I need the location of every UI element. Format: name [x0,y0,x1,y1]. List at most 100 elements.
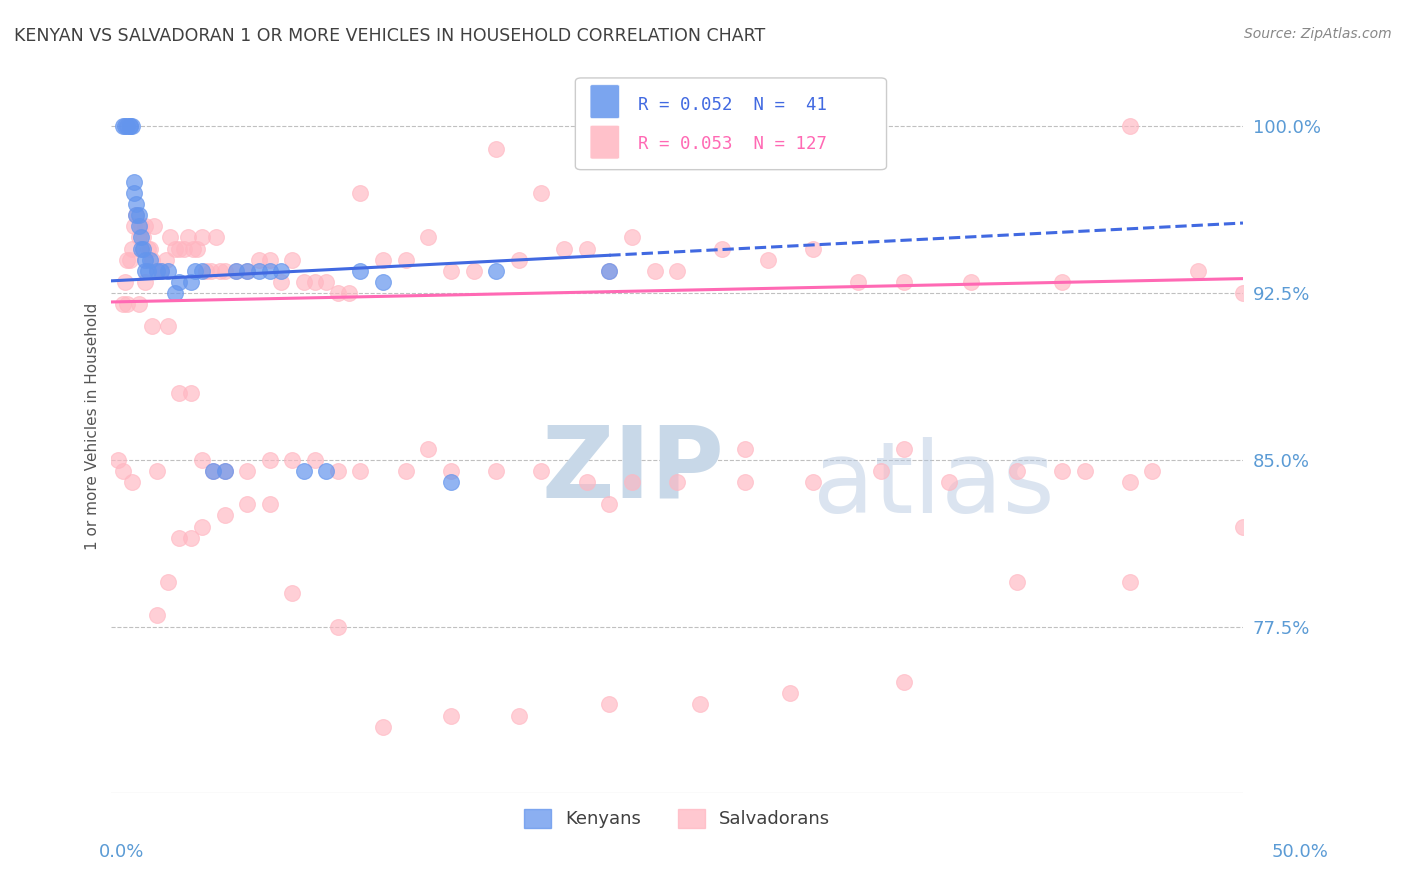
Point [644,264,666,278]
Point [191,519,214,533]
Point [371,720,394,734]
Point [121,475,143,489]
Point [202,464,225,478]
Point [1187,264,1209,278]
Point [125,197,148,211]
Point [141,319,163,334]
Point [163,242,186,256]
Point [134,275,156,289]
Point [598,264,620,278]
Point [689,698,711,712]
Point [304,275,326,289]
Point [214,508,236,523]
Point [134,252,156,267]
Point [145,464,167,478]
Point [247,264,270,278]
Point [121,120,143,134]
Point [200,264,222,278]
Point [191,230,214,244]
Point [259,252,281,267]
Point [315,275,337,289]
Point [508,708,530,723]
FancyBboxPatch shape [575,78,887,169]
Point [122,186,145,200]
Point [530,186,553,200]
Point [143,219,166,234]
Point [111,464,134,478]
Point [195,264,218,278]
Point [1050,464,1073,478]
Point [1119,120,1142,134]
Point [114,275,136,289]
Point [893,675,915,690]
Point [132,230,155,244]
Point [801,242,824,256]
FancyBboxPatch shape [591,85,620,119]
Point [734,442,756,456]
Point [107,453,129,467]
Point [259,264,281,278]
Point [145,608,167,623]
Point [440,708,463,723]
Text: 0.0%: 0.0% [98,843,143,861]
Point [236,264,259,278]
Point [191,453,214,467]
Point [236,264,259,278]
Point [180,531,202,545]
Point [118,252,141,267]
Point [711,242,734,256]
Point [1073,464,1095,478]
Point [150,264,173,278]
Point [128,208,150,222]
Point [259,453,281,467]
Point [114,120,136,134]
Point [150,264,173,278]
Point [485,464,508,478]
Point [225,264,247,278]
Point [169,275,191,289]
Point [214,264,236,278]
Point [156,319,179,334]
Point [440,464,463,478]
Point [169,242,191,256]
Point [1119,575,1142,590]
Point [204,230,226,244]
Point [129,242,152,256]
Point [281,252,304,267]
Point [326,619,349,633]
Point [270,275,292,289]
Point [337,286,360,301]
Point [292,275,315,289]
Point [117,297,139,311]
Point [236,464,259,478]
Text: atlas: atlas [813,437,1054,533]
Point [1005,464,1028,478]
Text: ZIP: ZIP [541,422,724,519]
Point [163,286,186,301]
Point [121,242,143,256]
Point [1119,475,1142,489]
Point [1142,464,1164,478]
Text: 50.0%: 50.0% [1272,843,1329,861]
Text: KENYAN VS SALVADORAN 1 OR MORE VEHICLES IN HOUSEHOLD CORRELATION CHART: KENYAN VS SALVADORAN 1 OR MORE VEHICLES … [14,27,765,45]
Point [155,252,177,267]
Point [440,475,463,489]
Point [666,475,689,489]
Point [304,453,326,467]
Point [128,297,150,311]
Point [598,497,620,511]
Point [1005,575,1028,590]
Point [440,264,463,278]
Text: R = 0.053  N = 127: R = 0.053 N = 127 [637,135,827,153]
Point [117,120,139,134]
Point [666,264,689,278]
Point [156,575,179,590]
Point [394,252,416,267]
Point [418,442,440,456]
FancyBboxPatch shape [591,125,620,159]
Point [180,386,202,401]
Point [141,252,163,267]
Legend: Kenyans, Salvadorans: Kenyans, Salvadorans [517,802,838,836]
Point [173,242,195,256]
Point [485,142,508,156]
